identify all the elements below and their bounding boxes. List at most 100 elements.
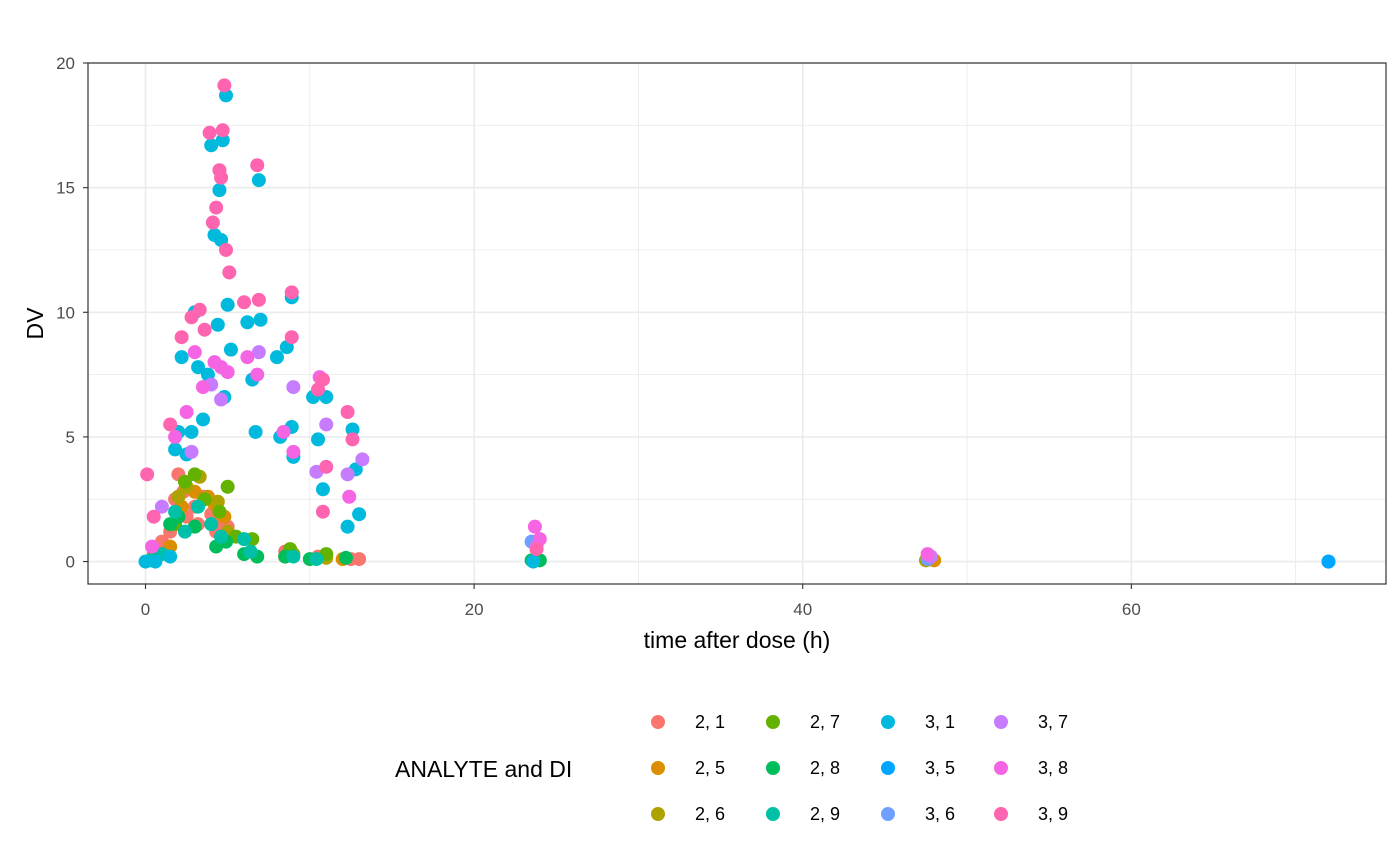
data-point bbox=[196, 380, 211, 395]
data-point bbox=[204, 517, 219, 532]
data-point bbox=[197, 322, 212, 337]
data-point bbox=[286, 549, 301, 564]
legend-key bbox=[881, 761, 895, 775]
data-points bbox=[138, 78, 1336, 569]
data-point bbox=[223, 342, 238, 357]
data-point bbox=[284, 330, 299, 345]
data-point bbox=[342, 489, 357, 504]
x-axis-title: time after dose (h) bbox=[644, 627, 831, 653]
data-point bbox=[145, 539, 160, 554]
data-point bbox=[215, 133, 230, 148]
data-point bbox=[214, 529, 229, 544]
data-point bbox=[319, 459, 334, 474]
legend-label: 2, 5 bbox=[695, 758, 725, 778]
data-point bbox=[196, 412, 211, 427]
legend: 2, 1 2, 5 2, 6 2, 7 2, 8 2, 9 3, 1 3, 5 3, 6 3, 7… bbox=[651, 712, 1068, 824]
data-point bbox=[163, 549, 178, 564]
data-point bbox=[148, 554, 163, 569]
data-point bbox=[340, 404, 355, 419]
data-point bbox=[319, 417, 334, 432]
data-point bbox=[174, 330, 189, 345]
data-point bbox=[222, 265, 237, 280]
data-point bbox=[205, 215, 220, 230]
data-point bbox=[338, 550, 353, 565]
data-point bbox=[168, 504, 183, 519]
data-point bbox=[209, 200, 224, 215]
legend-label: 3, 8 bbox=[1038, 758, 1068, 778]
data-point bbox=[251, 292, 266, 307]
y-tick-label: 0 bbox=[66, 553, 75, 572]
legend-label: 3, 1 bbox=[925, 712, 955, 732]
data-point bbox=[168, 429, 183, 444]
legend-title: ANALYTE and DI bbox=[395, 756, 572, 782]
legend-label: 3, 9 bbox=[1038, 804, 1068, 824]
legend-key bbox=[994, 715, 1008, 729]
data-point bbox=[191, 360, 206, 375]
legend-key bbox=[994, 807, 1008, 821]
legend-key bbox=[766, 761, 780, 775]
data-point bbox=[212, 504, 227, 519]
data-point bbox=[174, 350, 189, 365]
data-point bbox=[286, 444, 301, 459]
data-point bbox=[284, 285, 299, 300]
data-point bbox=[177, 474, 192, 489]
data-point bbox=[220, 479, 235, 494]
legend-label: 2, 6 bbox=[695, 804, 725, 824]
legend-label: 2, 9 bbox=[810, 804, 840, 824]
x-tick-label: 40 bbox=[793, 600, 812, 619]
y-tick-label: 15 bbox=[56, 179, 75, 198]
data-point bbox=[250, 367, 265, 382]
y-axis-title: DV bbox=[22, 307, 48, 340]
legend-key bbox=[994, 761, 1008, 775]
y-tick-label: 5 bbox=[66, 428, 75, 447]
data-point bbox=[214, 392, 229, 407]
data-point bbox=[168, 442, 183, 457]
data-point bbox=[355, 452, 370, 467]
data-point bbox=[251, 173, 266, 188]
x-tick-label: 60 bbox=[1122, 600, 1141, 619]
legend-label: 2, 7 bbox=[810, 712, 840, 732]
data-point bbox=[315, 482, 330, 497]
data-point bbox=[352, 507, 367, 522]
axes: 0 20 40 60 0 5 10 15 20 bbox=[56, 54, 1141, 619]
legend-key bbox=[651, 807, 665, 821]
y-tick-label: 10 bbox=[56, 303, 75, 322]
legend-label: 3, 7 bbox=[1038, 712, 1068, 732]
data-point bbox=[286, 380, 301, 395]
plot-panel-border bbox=[87, 62, 1387, 585]
data-point bbox=[204, 138, 219, 153]
data-point bbox=[1321, 554, 1336, 569]
data-point bbox=[352, 552, 367, 567]
legend-label: 3, 6 bbox=[925, 804, 955, 824]
data-point bbox=[163, 417, 178, 432]
legend-key bbox=[881, 807, 895, 821]
data-point bbox=[243, 544, 258, 559]
legend-label: 2, 1 bbox=[695, 712, 725, 732]
data-point bbox=[171, 489, 186, 504]
data-point bbox=[309, 552, 324, 567]
data-point bbox=[311, 432, 326, 447]
data-point bbox=[177, 524, 192, 539]
data-point bbox=[187, 467, 202, 482]
data-point bbox=[237, 532, 252, 547]
data-point bbox=[250, 158, 265, 173]
data-point bbox=[276, 424, 291, 439]
legend-key bbox=[766, 715, 780, 729]
data-point bbox=[920, 547, 935, 562]
data-point bbox=[210, 317, 225, 332]
data-point bbox=[191, 499, 206, 514]
data-point bbox=[529, 542, 544, 557]
data-point bbox=[212, 183, 227, 198]
legend-key bbox=[651, 715, 665, 729]
y-tick-label: 20 bbox=[56, 54, 75, 73]
data-point bbox=[220, 365, 235, 380]
legend-label: 2, 8 bbox=[810, 758, 840, 778]
data-point bbox=[154, 499, 169, 514]
data-point bbox=[240, 350, 255, 365]
data-point bbox=[340, 467, 355, 482]
legend-key bbox=[651, 761, 665, 775]
data-point bbox=[269, 350, 284, 365]
data-point bbox=[184, 424, 199, 439]
